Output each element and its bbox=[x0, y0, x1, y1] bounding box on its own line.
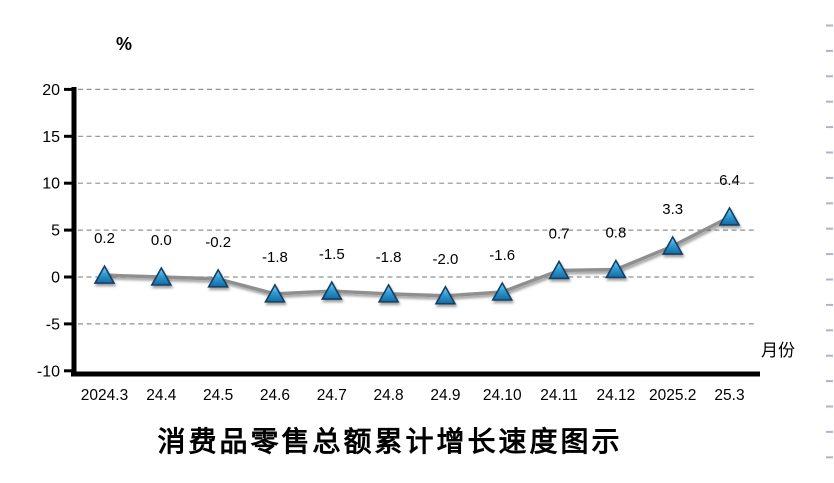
y-axis-tick bbox=[64, 134, 73, 138]
y-tick-label: 10 bbox=[42, 176, 60, 193]
x-tick-label: 24.8 bbox=[374, 387, 404, 404]
x-tick-label: 24.10 bbox=[483, 387, 522, 404]
data-label: 3.3 bbox=[662, 201, 683, 218]
data-label: -1.8 bbox=[262, 249, 288, 266]
triangle-marker bbox=[605, 258, 627, 279]
y-tick-label: 5 bbox=[51, 223, 60, 240]
x-axis-unit-label: 月份 bbox=[761, 341, 795, 360]
x-tick-label: 24.12 bbox=[596, 387, 635, 404]
triangle-marker bbox=[93, 264, 116, 284]
page-edge-dash bbox=[826, 227, 833, 230]
y-axis-tick bbox=[64, 181, 73, 185]
page-edge-dash bbox=[826, 380, 833, 383]
data-label: -2.0 bbox=[432, 251, 458, 268]
data-label: 0.0 bbox=[151, 232, 172, 249]
triangle-marker bbox=[207, 268, 230, 288]
y-axis-tick bbox=[64, 369, 73, 373]
data-label: 6.4 bbox=[719, 172, 740, 189]
data-label: -1.8 bbox=[376, 249, 402, 266]
triangle-marker bbox=[548, 259, 570, 280]
x-tick-label: 24.9 bbox=[430, 387, 460, 404]
data-label: -1.6 bbox=[489, 247, 515, 264]
triangle-marker bbox=[150, 266, 173, 286]
data-label: 0.8 bbox=[605, 224, 626, 241]
x-tick-label: 24.5 bbox=[203, 387, 233, 404]
data-label: 0.2 bbox=[94, 230, 115, 247]
x-tick-label: 24.7 bbox=[317, 387, 347, 404]
x-tick-label: 2024.3 bbox=[81, 387, 128, 404]
chart-title: 消费品零售总额累计增长速度图示 bbox=[157, 427, 623, 458]
page-edge-dash bbox=[826, 253, 833, 256]
series-line bbox=[102, 215, 732, 298]
data-label: -0.2 bbox=[205, 234, 231, 251]
y-tick-label: 20 bbox=[42, 82, 60, 99]
triangle-marker bbox=[718, 206, 741, 226]
page-edge-dash bbox=[826, 456, 833, 459]
page-edge-dash bbox=[826, 202, 833, 205]
triangle-marker bbox=[377, 283, 400, 303]
x-tick-label: 2025.2 bbox=[649, 387, 696, 404]
y-axis bbox=[71, 87, 77, 377]
y-axis-tick bbox=[64, 228, 73, 232]
y-axis-unit-label: % bbox=[115, 34, 132, 54]
page-edge-dash bbox=[826, 430, 833, 433]
triangle-marker bbox=[320, 280, 343, 300]
page-edge-dash bbox=[826, 278, 833, 281]
data-label: -1.5 bbox=[319, 246, 345, 263]
y-axis-tick bbox=[64, 275, 73, 279]
y-tick-label: 15 bbox=[42, 129, 60, 146]
page-edge-dash bbox=[826, 303, 833, 306]
triangle-marker bbox=[264, 283, 286, 303]
page-edge-dash bbox=[826, 49, 833, 52]
page-edge-dash bbox=[826, 329, 833, 332]
page-edge-dash bbox=[826, 24, 833, 27]
triangle-marker bbox=[434, 285, 457, 305]
x-tick-label: 24.6 bbox=[260, 387, 290, 404]
x-tick-label: 24.11 bbox=[540, 387, 578, 404]
y-tick-label: -5 bbox=[46, 316, 60, 333]
data-label: 0.7 bbox=[549, 225, 570, 242]
triangle-marker bbox=[491, 281, 514, 301]
x-tick-label: 25.3 bbox=[714, 387, 744, 404]
y-tick-label: 0 bbox=[51, 270, 60, 287]
page-edge-dash bbox=[826, 354, 833, 357]
page-edge-dash bbox=[826, 151, 833, 154]
page-edge-dash bbox=[826, 126, 833, 129]
page-edge-dash bbox=[826, 176, 833, 179]
y-axis-tick bbox=[64, 87, 73, 91]
y-axis-tick bbox=[64, 322, 73, 326]
y-tick-label: -10 bbox=[37, 363, 60, 380]
page-edge-dash bbox=[826, 75, 833, 78]
x-axis bbox=[71, 371, 760, 377]
page-edge-dash bbox=[826, 100, 833, 103]
page-edge-dash bbox=[826, 405, 833, 408]
x-tick-label: 24.4 bbox=[146, 387, 177, 404]
triangle-marker bbox=[661, 235, 684, 255]
